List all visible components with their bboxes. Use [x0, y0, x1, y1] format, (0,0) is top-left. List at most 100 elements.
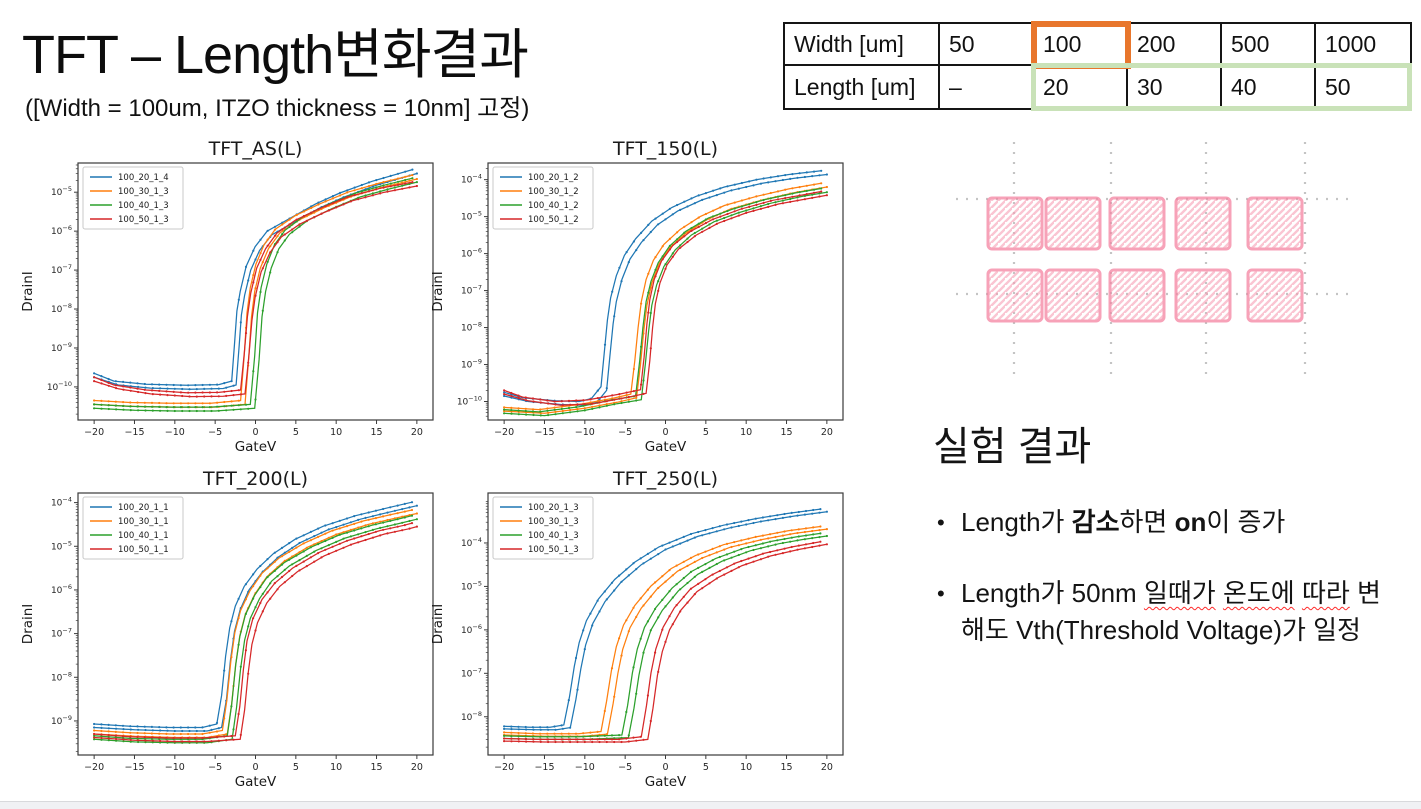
y-tick-label: 10−9 — [51, 714, 72, 727]
x-tick-label: −20 — [84, 427, 104, 438]
legend-label: 100_30_1_2 — [528, 187, 579, 197]
results-heading: 실험 결과 — [933, 425, 1092, 469]
spec-table-cell: 40 — [1222, 66, 1316, 108]
x-tick-label: 20 — [411, 762, 423, 773]
bullet-segment — [1295, 578, 1302, 608]
bullet-segment: Length가 — [961, 507, 1072, 537]
y-tick-label: 10−8 — [461, 321, 482, 334]
series-line — [504, 543, 828, 743]
x-tick-label: −15 — [534, 427, 554, 438]
chart-title: TFT_150(L) — [612, 138, 718, 160]
mask-device-square — [1174, 268, 1232, 323]
x-axis-label: GateV — [235, 439, 277, 455]
y-tick-label: 10−9 — [461, 358, 482, 371]
slide-title: TFT – Length변화결과 — [22, 25, 529, 85]
spec-table: Width [um] 50 100 200 500 1000 Length [u… — [783, 21, 1412, 111]
x-tick-label: 15 — [370, 427, 382, 438]
spec-table-cell: – — [940, 66, 1034, 108]
y-axis-label: DrainI — [430, 604, 446, 645]
series-line — [503, 194, 828, 406]
bullet-segment: 하면 — [1119, 507, 1175, 537]
y-tick-label: 10−6 — [461, 247, 482, 260]
mask-device-square — [986, 268, 1044, 323]
y-tick-label: 10−4 — [51, 496, 72, 509]
spec-table-cell: 50 — [940, 24, 1034, 66]
series-line — [504, 511, 827, 731]
x-tick-label: −15 — [124, 762, 144, 773]
y-axis-label: DrainI — [20, 271, 36, 312]
legend-label: 100_50_1_2 — [528, 215, 579, 225]
x-tick-label: 10 — [740, 762, 752, 773]
legend-label: 100_40_1_3 — [528, 531, 579, 541]
series-line — [504, 528, 827, 737]
series-line — [94, 509, 413, 735]
legend: 100_20_1_4 100_30_1_3 100_40_1_3 100_50_1_3 — [82, 166, 184, 230]
legend: 100_20_1_1 100_30_1_1 100_40_1_1 100_50_1_1 — [82, 496, 184, 560]
x-tick-label: −5 — [208, 427, 222, 438]
series-line — [503, 190, 822, 403]
legend-label: 100_20_1_1 — [118, 503, 169, 513]
legend-label: 100_50_1_3 — [118, 215, 169, 225]
bullet-segment: 일때가 — [1143, 578, 1216, 608]
x-tick-label: 20 — [821, 762, 833, 773]
legend-label: 100_40_1_1 — [118, 531, 169, 541]
y-tick-label: 10−5 — [461, 210, 482, 223]
x-tick-label: 20 — [821, 427, 833, 438]
x-tick-label: −20 — [84, 762, 104, 773]
chart-tft-250: TFT_250(L) −20 −15 −10 −5 0 5 10 15 20 GateV 10−4 10… — [430, 468, 844, 790]
x-tick-label: 20 — [411, 427, 423, 438]
mask-device-square — [1246, 268, 1304, 323]
spec-table-row-header: Length [um] — [785, 66, 940, 108]
y-tick-label: 10−7 — [461, 666, 482, 679]
spec-table-cell-selected-width: 100 — [1034, 24, 1128, 66]
x-tick-label: 10 — [330, 427, 342, 438]
bullet-segment: on — [1174, 507, 1207, 537]
y-tick-label: 10−7 — [461, 284, 482, 297]
legend: 100_20_1_2 100_30_1_2 100_40_1_2 100_50_1_2 — [492, 166, 594, 230]
spec-table-cell: 30 — [1128, 66, 1222, 108]
spec-table-cell: 20 — [1034, 66, 1128, 108]
spec-table-row-header: Width [um] — [785, 24, 940, 66]
y-tick-label: 10−7 — [51, 627, 72, 640]
x-tick-label: −10 — [165, 762, 185, 773]
bullet-segment: 온도에 — [1222, 578, 1295, 608]
y-tick-label: 10−4 — [461, 536, 482, 549]
slide-subtitle: ([Width = 100um, ITZO thickness = 10nm] … — [25, 95, 530, 122]
mask-device-square — [1246, 196, 1304, 251]
chart-title: TFT_200(L) — [202, 468, 308, 490]
chart-title: TFT_250(L) — [612, 468, 718, 490]
results-bullets: Length가 감소하면 on이 증가 Length가 50nm 일때가 온도에 … — [935, 504, 1397, 683]
legend-label: 100_30_1_3 — [118, 187, 169, 197]
x-tick-label: 0 — [662, 427, 668, 438]
y-tick-label: 10−6 — [51, 583, 72, 596]
x-tick-label: −10 — [165, 427, 185, 438]
x-tick-label: −5 — [208, 762, 222, 773]
y-tick-label: 10−8 — [51, 670, 72, 683]
mask-device-square — [1174, 196, 1232, 251]
bullet-segment: 감소 — [1071, 507, 1120, 537]
x-tick-label: 0 — [252, 762, 258, 773]
legend-label: 100_50_1_3 — [528, 545, 579, 555]
x-axis-label: GateV — [645, 439, 687, 455]
x-tick-label: 5 — [293, 427, 299, 438]
y-tick-label: 10−6 — [461, 623, 482, 636]
x-axis-label: GateV — [645, 774, 687, 790]
series-line — [504, 532, 821, 738]
mask-layout-image — [956, 142, 1348, 374]
y-tick-label: 10−10 — [457, 395, 482, 408]
x-tick-label: −10 — [575, 427, 595, 438]
x-tick-label: 10 — [740, 427, 752, 438]
y-tick-label: 10−6 — [51, 224, 72, 237]
y-tick-label: 10−5 — [51, 539, 72, 552]
y-tick-label: 10−7 — [51, 263, 72, 276]
spec-table-cell: 50 — [1325, 73, 1351, 100]
series-line — [93, 185, 418, 398]
y-tick-label: 10−9 — [51, 341, 72, 354]
legend-label: 100_20_1_2 — [528, 173, 579, 183]
legend-label: 100_30_1_1 — [118, 517, 169, 527]
bullet-segment: Length가 50nm — [961, 578, 1144, 608]
x-tick-label: 5 — [703, 427, 709, 438]
x-axis-label: GateV — [235, 774, 277, 790]
legend-label: 100_20_1_4 — [118, 173, 169, 183]
